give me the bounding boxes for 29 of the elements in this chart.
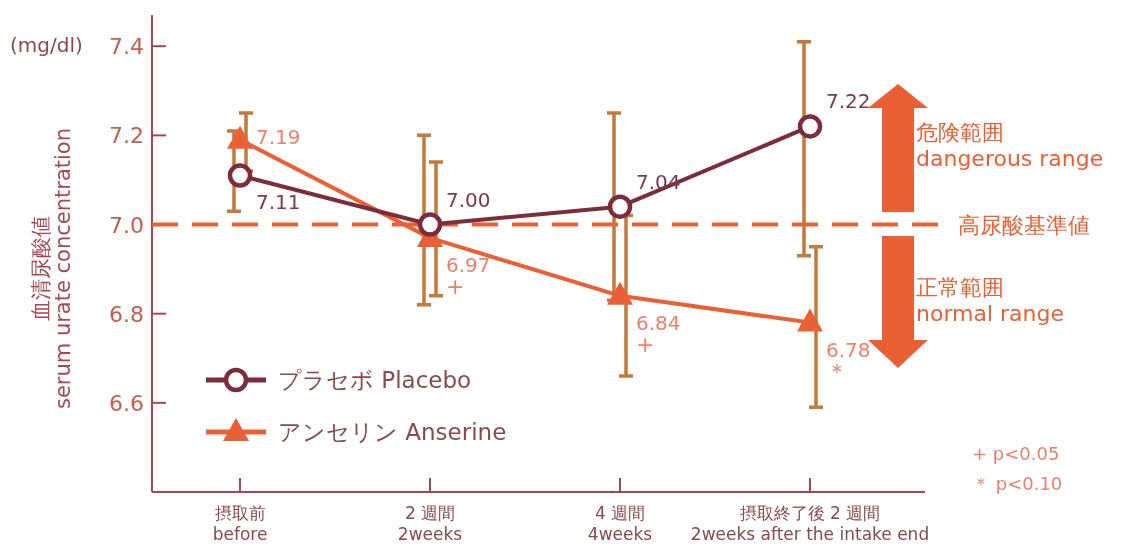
annotation: 危険範囲 dangerous range xyxy=(916,120,1104,171)
y-tick-label: 7.2 xyxy=(109,123,144,149)
y-tick-label: 6.8 xyxy=(109,301,144,327)
x-tick-label: 摂取終了後 2 週間 2weeks after the intake end xyxy=(690,503,930,544)
data-label: 7.00 xyxy=(446,187,491,212)
y-tick-label: 7.0 xyxy=(109,212,144,238)
x-tick-label: 4 週間 4weeks xyxy=(587,503,653,544)
data-label: 7.04 xyxy=(636,169,681,194)
text: ＊ p<0.10 xyxy=(972,473,1063,494)
text: (mg/dl) xyxy=(10,33,83,57)
x-tick-label: 摂取前 before xyxy=(212,503,268,544)
point xyxy=(607,194,633,219)
ref-line-label: 高尿酸基準値 xyxy=(958,212,1090,238)
y-tick-label: 7.4 xyxy=(109,34,144,60)
legend-label: プラセボ Placebo xyxy=(278,367,472,393)
point xyxy=(607,281,633,305)
point xyxy=(797,114,823,139)
annotation: 正常範囲 normal range xyxy=(916,275,1065,326)
point xyxy=(417,212,443,237)
data-label: 7.19 xyxy=(256,124,301,149)
point xyxy=(797,308,823,332)
y-axis-title: 血清尿酸値 serum urate concentration xyxy=(29,127,75,410)
x-tick-label: 2 週間 2weeks xyxy=(397,503,463,544)
y-tick-label: 6.6 xyxy=(109,390,144,416)
data-label: 7.11 xyxy=(256,190,301,215)
point xyxy=(227,163,253,188)
data-label: 7.22 xyxy=(826,89,871,114)
legend-label: アンセリン Anserine xyxy=(278,419,507,445)
text: + p<0.05 xyxy=(972,443,1060,464)
